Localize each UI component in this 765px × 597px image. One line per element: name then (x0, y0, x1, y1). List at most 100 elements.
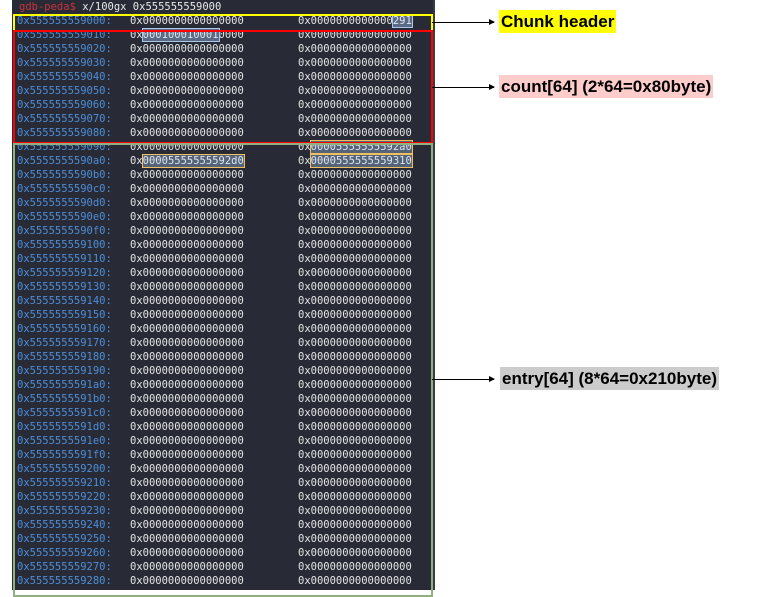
memory-row: 0x5555555590b0: 0x0000000000000000 0x00000… (17, 169, 412, 183)
address: 0x555555559130: (17, 281, 112, 293)
value-2: 0x0000000000000000 (298, 505, 412, 517)
address: 0x5555555590f0: (17, 225, 112, 237)
value-2: 0x0000000000000000 (298, 407, 412, 419)
value-2: 0x0000000000000000 (298, 197, 412, 209)
value-1: 0x0000000000000000 (130, 561, 244, 573)
value-2: 0x0000000000000000 (298, 211, 412, 223)
value-2: 0x0000000000000000 (298, 281, 412, 293)
value-1: 0x0000000000000000 (130, 407, 244, 419)
memory-row: 0x555555559010: 0x0001000100010000 0x00000… (17, 28, 412, 43)
address: 0x555555559170: (17, 337, 112, 349)
memory-row: 0x555555559270: 0x0000000000000000 0x00000… (17, 561, 412, 575)
value-2: 0x0000000000000000 (298, 85, 412, 97)
value-1: 0x0000000000000000 (130, 197, 244, 209)
memory-row: 0x555555559240: 0x0000000000000000 0x00000… (17, 519, 412, 533)
address: 0x5555555591b0: (17, 393, 112, 405)
address: 0x555555559200: (17, 463, 112, 475)
memory-row: 0x555555559080: 0x0000000000000000 0x00000… (17, 127, 412, 141)
value-1: 0x0000000000000000 (130, 477, 244, 489)
value-1: 0x0000000000000000 (130, 211, 244, 223)
value-2: 0x0000000000000000 (298, 43, 412, 55)
value-2: 0x0000000000000000 (298, 29, 412, 41)
value-2: 0x0000000000000000 (298, 113, 412, 125)
value-1: 0x0000000000000000 (130, 351, 244, 363)
value-1: 0x0000000000000000 (130, 71, 244, 83)
arrow-entry (432, 376, 495, 382)
value-2: 0x0000000000000000 (298, 71, 412, 83)
memory-row: 0x555555559000: 0x0000000000000000 0x00000… (17, 14, 413, 29)
value-2: 0x0000000000000000 (298, 519, 412, 531)
value-1: 0x0000000000000000 (130, 337, 244, 349)
value-2: 0x0000000000000000 (298, 365, 412, 377)
value-2: 0x0000000000000000 (298, 239, 412, 251)
value-1: 0x0000000000000000 (130, 505, 244, 517)
memory-row: 0x5555555590c0: 0x0000000000000000 0x00000… (17, 183, 412, 197)
memory-row: 0x555555559100: 0x0000000000000000 0x00000… (17, 239, 412, 253)
label-chunk-header: Chunk header (499, 10, 617, 33)
value-2: 0x0000000000000000 (298, 295, 412, 307)
memory-row: 0x555555559190: 0x0000000000000000 0x00000… (17, 365, 412, 379)
value-2: 0x0000000000000000 (298, 561, 412, 573)
memory-row: 0x5555555590d0: 0x0000000000000000 0x00000… (17, 197, 412, 211)
memory-row: 0x555555559110: 0x0000000000000000 0x00000… (17, 253, 412, 267)
memory-row: 0x555555559130: 0x0000000000000000 0x00000… (17, 281, 412, 295)
address: 0x555555559110: (17, 253, 112, 265)
value-1: 0x0000000000000000 (130, 43, 244, 55)
address: 0x5555555591d0: (17, 421, 112, 433)
memory-row: 0x5555555591b0: 0x0000000000000000 0x00000… (17, 393, 412, 407)
value-2: 0x0000000000000000 (298, 575, 412, 587)
value-1: 0x0000000000000000 (130, 15, 244, 27)
value-1: 0x0000000000000000 (130, 393, 244, 405)
value-1: 0x0000000000000000 (130, 533, 244, 545)
value-1: 0x0000000000000000 (130, 169, 244, 181)
value-1: 0x0000000000000000 (130, 253, 244, 265)
address: 0x555555559270: (17, 561, 112, 573)
value-2: 0x0000000000000000 (298, 267, 412, 279)
value-1: 0x0000000000000000 (130, 365, 244, 377)
value-2: 0x0000000000000000 (298, 127, 412, 139)
memory-row: 0x5555555590e0: 0x0000000000000000 0x00000… (17, 211, 412, 225)
value-2: 0x0000000000000291 (298, 14, 413, 28)
address: 0x555555559010: (17, 29, 112, 41)
memory-row: 0x555555559140: 0x0000000000000000 0x00000… (17, 295, 412, 309)
value-1: 0x0000000000000000 (130, 491, 244, 503)
memory-row: 0x555555559030: 0x0000000000000000 0x00000… (17, 57, 412, 71)
memory-row: 0x555555559160: 0x0000000000000000 0x00000… (17, 323, 412, 337)
value-2: 0x0000000000000000 (298, 253, 412, 265)
highlight: 00005555555592a0 (309, 140, 413, 154)
address: 0x555555559070: (17, 113, 112, 125)
address: 0x555555559090: (17, 141, 112, 153)
address: 0x555555559140: (17, 295, 112, 307)
address: 0x555555559180: (17, 351, 112, 363)
address: 0x555555559280: (17, 575, 112, 587)
value-1: 0x0000000000000000 (130, 267, 244, 279)
value-2: 0x0000000000000000 (298, 225, 412, 237)
memory-row: 0x555555559150: 0x0000000000000000 0x00000… (17, 309, 412, 323)
address: 0x555555559190: (17, 365, 112, 377)
value-1: 0x0000000000000000 (130, 99, 244, 111)
value-2: 0x0000000000000000 (298, 421, 412, 433)
value-1: 0x0000000000000000 (130, 239, 244, 251)
value-1: 0x0000000000000000 (130, 127, 244, 139)
memory-row: 0x5555555590a0: 0x00005555555592d0 0x00005… (17, 154, 413, 169)
memory-row: 0x555555559180: 0x0000000000000000 0x00000… (17, 351, 412, 365)
address: 0x555555559260: (17, 547, 112, 559)
value-1: 0x0000000000000000 (130, 141, 244, 153)
arrow-chunk-header (432, 19, 495, 25)
highlight: 000100010001 (141, 28, 220, 42)
value-1: 0x0000000000000000 (130, 323, 244, 335)
memory-row: 0x555555559120: 0x0000000000000000 0x00000… (17, 267, 412, 281)
gdb-prompt-line: gdb-peda$ x/100gx 0x555555559000 (19, 1, 221, 13)
address: 0x555555559250: (17, 533, 112, 545)
memory-row: 0x555555559220: 0x0000000000000000 0x00000… (17, 491, 412, 505)
memory-row: 0x5555555591a0: 0x0000000000000000 0x00000… (17, 379, 412, 393)
address: 0x555555559240: (17, 519, 112, 531)
address: 0x555555559150: (17, 309, 112, 321)
address: 0x555555559060: (17, 99, 112, 111)
value-1: 0x0000000000000000 (130, 379, 244, 391)
command: x/100gx 0x555555559000 (75, 1, 222, 13)
address: 0x5555555590e0: (17, 211, 112, 223)
value-1: 0x0000000000000000 (130, 225, 244, 237)
value-2: 0x0000000000000000 (298, 379, 412, 391)
address: 0x555555559210: (17, 477, 112, 489)
